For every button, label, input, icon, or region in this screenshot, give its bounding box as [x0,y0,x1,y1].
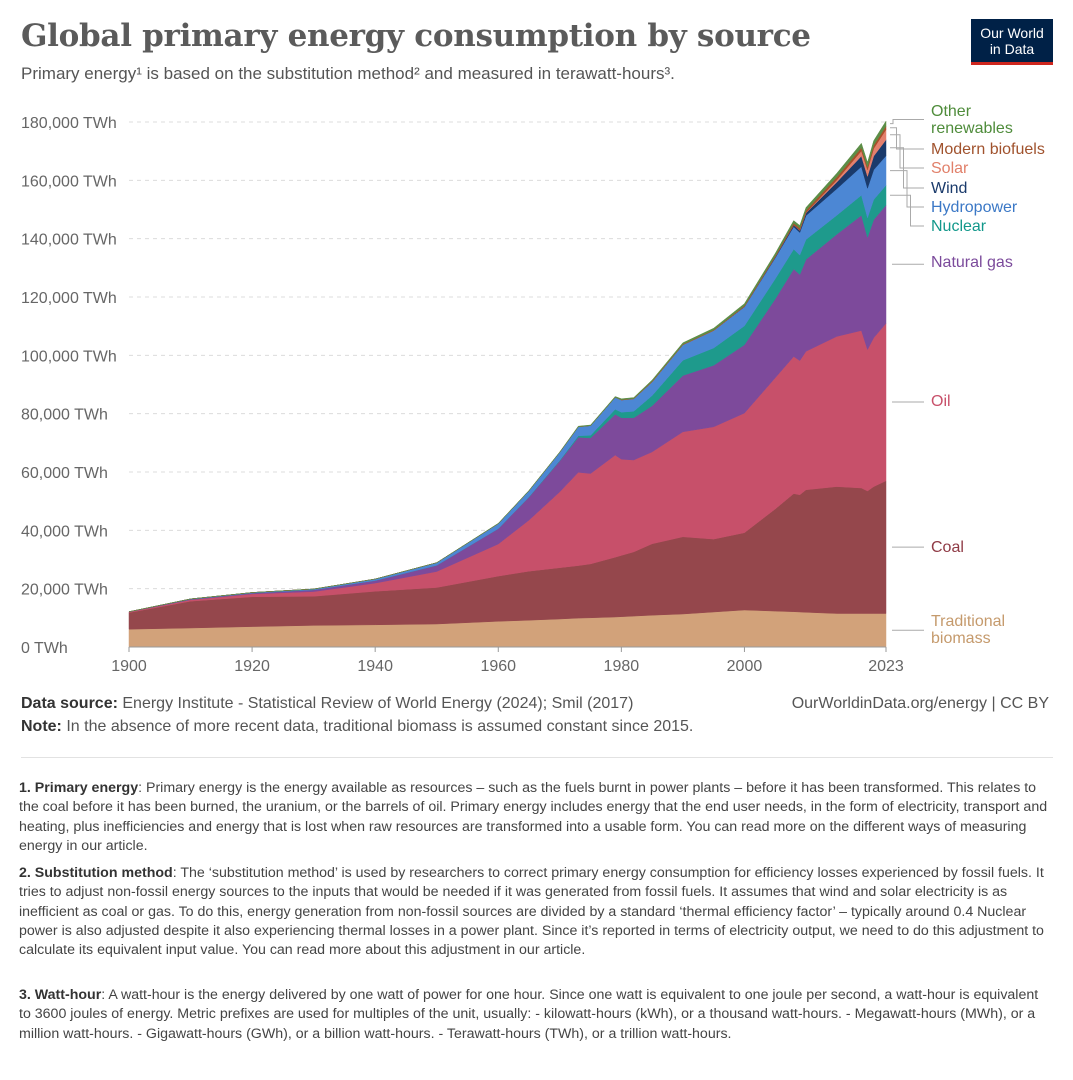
divider [21,757,1053,758]
y-tick-label: 20,000 TWh [21,582,108,599]
note-text: In the absence of more recent data, trad… [61,718,694,735]
series-label-oil: Oil [931,393,951,410]
logo-accent-bar [971,62,1053,65]
x-tick-label: 1940 [357,658,393,675]
x-tick-label: 1960 [480,658,516,675]
y-tick-label: 180,000 TWh [21,115,117,132]
series-label-solar: Solar [931,160,969,177]
series-label-traditional-biomass: biomass [931,630,991,647]
y-tick-label: 160,000 TWh [21,173,117,190]
footnote-label: 1. Primary energy [19,780,139,796]
credit-link[interactable]: OurWorldinData.org/energy | CC BY [791,695,1049,712]
data-source: Data source: Energy Institute - Statisti… [21,695,633,713]
chart-title: Global primary energy consumption by sou… [21,18,811,54]
footnote-text: : The ‘substitution method’ is used by r… [19,865,1044,959]
y-tick-label: 60,000 TWh [21,465,108,482]
series-label-other-renewables: Other [931,103,972,120]
area-other-renewables [128,120,887,612]
footnote-watt-hour: 3. Watt-hour: A watt-hour is the energy … [19,986,1051,1044]
footnote-label: 2. Substitution method [19,865,173,881]
y-tick-label: 40,000 TWh [21,523,108,540]
x-tick-label: 1920 [234,658,270,675]
footnote-label: 3. Watt-hour [19,987,102,1003]
x-tick-label: 2023 [868,658,904,675]
series-label-nuclear: Nuclear [931,218,987,235]
label-connector [890,170,924,208]
y-tick-label: 120,000 TWh [21,290,117,307]
footnote-text: : Primary energy is the energy available… [19,780,1048,854]
footnote-primary-energy: 1. Primary energy: Primary energy is the… [19,779,1051,856]
series-label-wind: Wind [931,180,967,197]
y-tick-label: 80,000 TWh [21,407,108,424]
label-connector [890,119,924,125]
y-tick-label: 0 TWh [21,640,68,657]
y-tick-label: 140,000 TWh [21,232,117,249]
label-connector [890,147,924,189]
series-label-natural-gas: Natural gas [931,254,1013,271]
label-connector [890,134,924,169]
series-label-other-renewables: renewables [931,120,1013,137]
footnote-substitution-method: 2. Substitution method: The ‘substitutio… [19,864,1051,960]
series-label-modern-biofuels: Modern biofuels [931,141,1045,158]
chart-subtitle: Primary energy¹ is based on the substitu… [21,64,675,83]
label-connector [890,127,924,150]
series-label-traditional-biomass: Traditional [931,613,1005,630]
footnote-text: : A watt-hour is the energy delivered by… [19,987,1039,1042]
x-tick-label: 1980 [604,658,640,675]
series-label-coal: Coal [931,539,964,556]
logo-line-2: in Data [989,41,1035,57]
data-source-text: Energy Institute - Statistical Review of… [117,695,634,712]
y-tick-label: 100,000 TWh [21,348,117,365]
series-label-hydropower: Hydropower [931,199,1018,216]
stacked-area-chart: 0 TWh 20,000 TWh 40,000 TWh 60,000 TWh 80,00… [21,103,1045,675]
x-tick-label: 2000 [727,658,763,675]
chart-note: Note: In the absence of more recent data… [21,718,693,736]
owid-logo[interactable]: Our World in Data [971,19,1053,65]
x-tick-label: 1900 [111,658,147,675]
data-source-label: Data source: [21,695,118,712]
logo-line-1: Our World [980,25,1044,41]
label-connector [890,194,924,227]
note-label: Note: [21,718,62,735]
